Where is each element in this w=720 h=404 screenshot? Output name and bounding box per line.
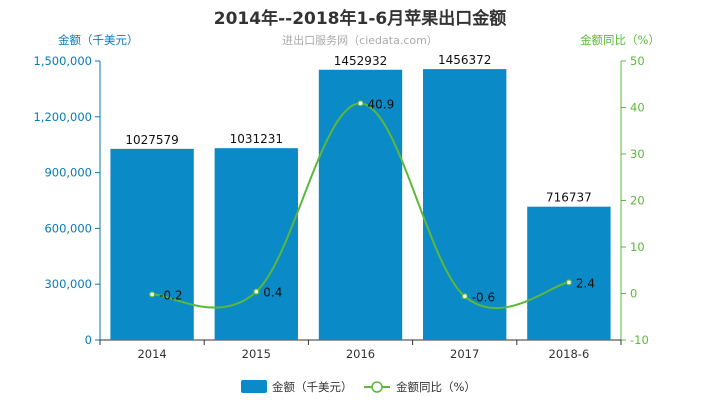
y-left-tick-label: 1,200,000: [33, 110, 92, 124]
legend[interactable]: 金额（千美元） 金额同比（%）: [241, 380, 476, 394]
y-left-tick-label: 1,500,000: [33, 54, 92, 68]
chart-subtitle: 进出口服务网（ciedata.com）: [282, 33, 438, 47]
y-right-tick-label: 0: [630, 287, 637, 301]
legend-line-marker[interactable]: [371, 381, 383, 393]
line-point: [357, 100, 364, 107]
line-point: [565, 279, 573, 286]
line-data-label: -0.6: [472, 290, 495, 304]
x-tick-label: 2014: [137, 347, 166, 361]
y-left-tick-label: 900,000: [44, 166, 92, 180]
bar-data-label: 1456372: [438, 53, 491, 67]
x-tick-label: 2016: [346, 347, 375, 361]
line-point: [253, 288, 260, 295]
y-axis-right-label: 金额同比（%）: [580, 33, 660, 47]
y-left-tick-label: 0: [85, 333, 92, 347]
chart-title: 2014年--2018年1-6月苹果出口金额: [214, 8, 506, 29]
bar: [110, 148, 194, 340]
axes-group: 0 300,000 600,000 900,000 1,200,000 1,500,000…: [33, 54, 648, 361]
legend-line-label[interactable]: 金额同比（%）: [396, 380, 476, 394]
y-right-tick-label: 30: [630, 147, 645, 161]
x-tick-label: 2018-6: [549, 347, 590, 361]
bar-data-label: 716737: [546, 191, 592, 205]
y-right-tick-label: 10: [630, 240, 645, 254]
line-data-label: -0.2: [159, 288, 182, 302]
line-point: [461, 293, 468, 300]
y-right-tick-label: -10: [630, 333, 649, 347]
y-axis-left-label: 金额（千美元）: [58, 33, 139, 47]
y-left-tick-label: 600,000: [44, 221, 92, 235]
legend-bar-label[interactable]: 金额（千美元）: [272, 380, 353, 394]
legend-bar-swatch[interactable]: [241, 380, 267, 393]
line-data-label: 2.4: [576, 276, 595, 290]
x-tick-label: 2015: [242, 347, 271, 361]
bar: [318, 69, 403, 341]
bars-group: 1027579 1031231 1452932 1456372 716737: [110, 53, 611, 341]
line-data-label: 0.4: [263, 286, 282, 300]
line-data-label: 40.9: [368, 97, 395, 111]
y-right-tick-label: 20: [630, 194, 645, 208]
y-left-tick-label: 300,000: [44, 277, 92, 291]
bar-data-label: 1452932: [334, 54, 387, 68]
y-right-tick-label: 40: [630, 101, 645, 115]
x-tick-label: 2017: [450, 347, 479, 361]
bar-data-label: 1027579: [125, 133, 178, 147]
bar-data-label: 1031231: [230, 132, 283, 146]
line-series-group: -0.2 0.4 40.9 -0.6 2.4: [149, 97, 595, 310]
line-point: [149, 291, 156, 298]
y-right-tick-label: 50: [630, 54, 645, 68]
bar: [527, 206, 611, 340]
